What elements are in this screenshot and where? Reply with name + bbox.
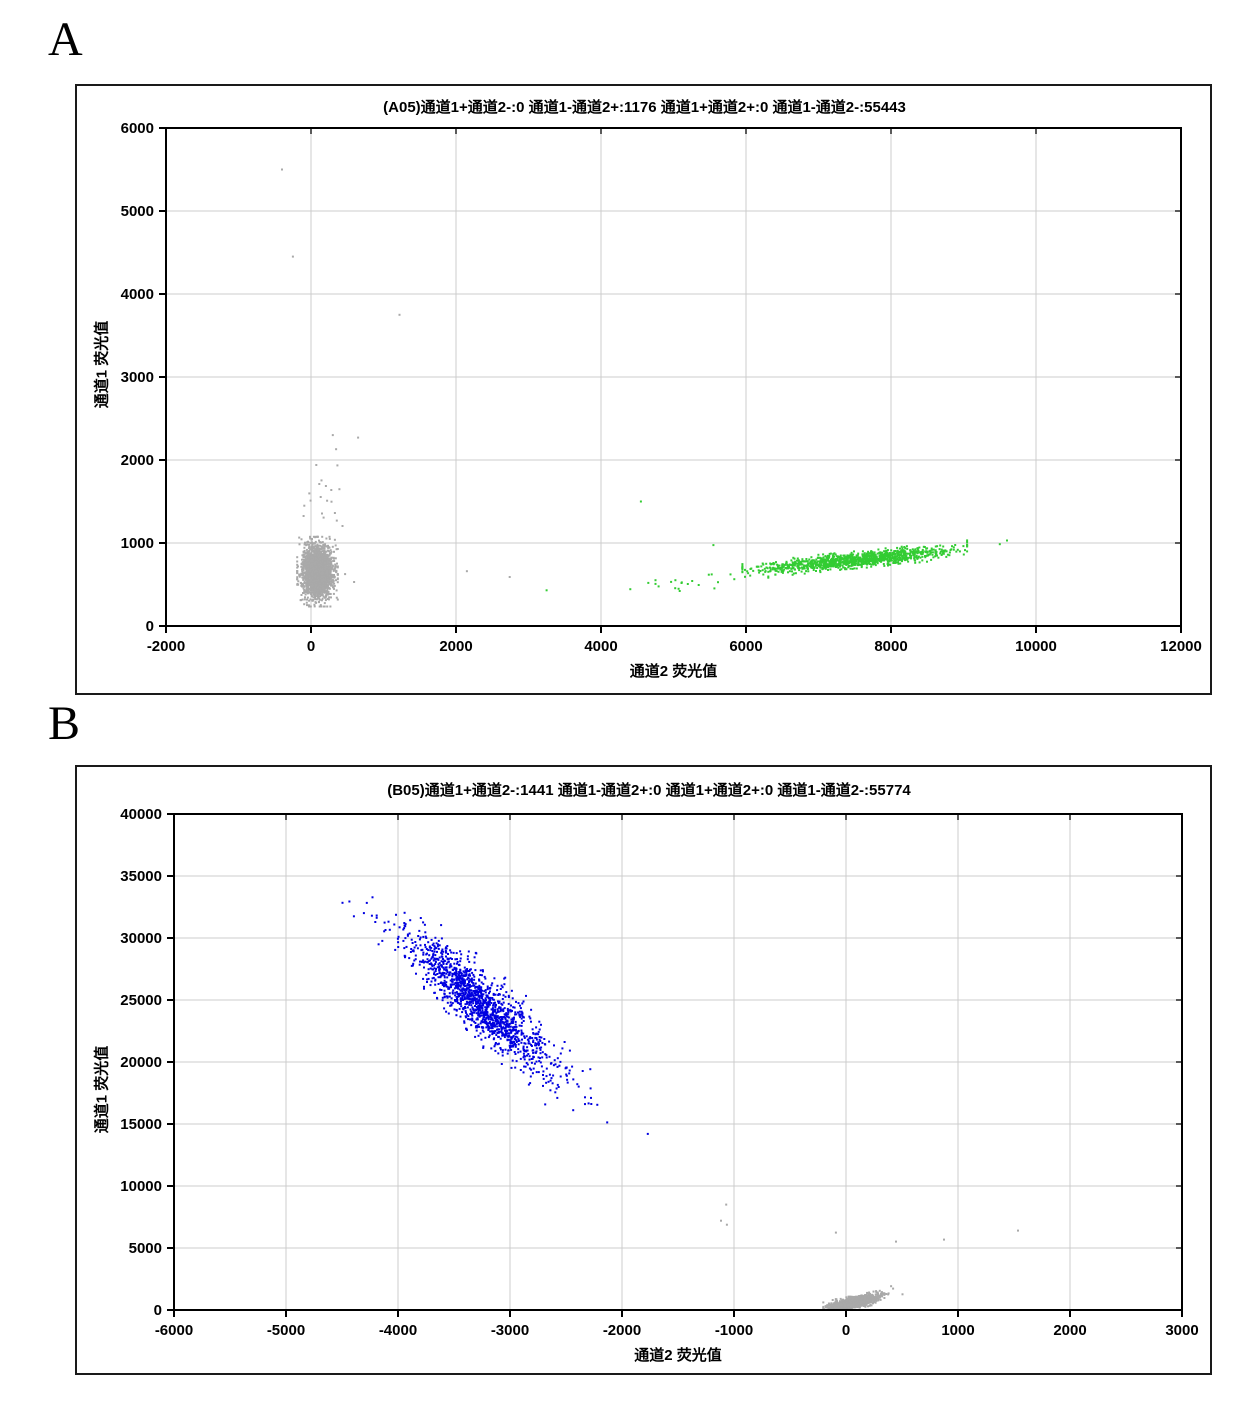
outlier-point xyxy=(291,255,294,258)
x-tick-label: -4000 xyxy=(379,1322,417,1339)
x-tick-label: 2000 xyxy=(439,638,472,655)
outlier-point xyxy=(1017,1229,1019,1232)
cluster-negative-droplets xyxy=(822,1290,886,1311)
outlier-point xyxy=(639,500,642,503)
scatter-plot-b: -6000 -5000 -4000 -3000 -2000 -1000 0 1000 2000 3… xyxy=(120,806,1198,1339)
outlier-point xyxy=(465,570,468,573)
outlier-point xyxy=(398,313,401,316)
gridlines xyxy=(174,814,1182,1310)
tick-labels: -2000 0 2000 4000 6000 8000 10000 12000 0 1000 200… xyxy=(121,120,1202,655)
x-tick-label: 0 xyxy=(842,1322,850,1339)
cluster-ch2-positive-left-tail xyxy=(629,570,770,592)
panel-label-a: A xyxy=(48,13,83,66)
x-tick-label: 6000 xyxy=(729,638,762,655)
cluster-negative-upper-tail xyxy=(860,1285,904,1304)
y-tick-label: 40000 xyxy=(120,806,162,823)
axis-ticks xyxy=(167,813,1183,1317)
cluster-negative-upper-tail xyxy=(302,448,344,551)
y-tick-label: 0 xyxy=(154,1302,162,1319)
x-axis-label-a: 通道2 荧光值 xyxy=(629,663,718,680)
y-tick-label: 0 xyxy=(146,618,154,635)
y-tick-label: 10000 xyxy=(120,1178,162,1195)
y-tick-label: 15000 xyxy=(120,1116,162,1133)
cluster-ch1-positive-lower-tail xyxy=(515,1031,609,1124)
scatter-panel-a: (A05)通道1+通道2-:0 通道1-通道2+:1176 通道1+通道2+:0… xyxy=(75,84,1212,695)
outlier-point xyxy=(998,543,1001,546)
scatter-points-layer xyxy=(341,896,1019,1311)
x-tick-label: 10000 xyxy=(1015,638,1057,655)
outlier-point xyxy=(834,1231,837,1234)
y-axis-label-a: 通道1 荧光值 xyxy=(93,320,111,409)
x-tick-label: 1000 xyxy=(941,1322,974,1339)
cluster-negative-droplets xyxy=(296,535,339,608)
y-tick-label: 20000 xyxy=(120,1054,162,1071)
x-tick-label: 8000 xyxy=(874,638,907,655)
y-tick-label: 35000 xyxy=(120,868,162,885)
outlier-point xyxy=(895,1240,897,1243)
scatter-points-layer xyxy=(281,168,1008,608)
cluster-ch2-positive-main xyxy=(741,539,969,577)
outlier-point xyxy=(725,1223,728,1226)
y-axis-label-b: 通道1 荧光值 xyxy=(93,1045,111,1134)
scatter-panel-b: (B05)通道1+通道2-:1441 通道1-通道2+:0 通道1+通道2+:0… xyxy=(75,765,1212,1375)
outlier-point xyxy=(725,1203,728,1206)
y-tick-label: 5000 xyxy=(121,203,154,220)
x-tick-label: -6000 xyxy=(155,1322,193,1339)
x-tick-label: 0 xyxy=(307,638,315,655)
outlier-point xyxy=(357,436,360,439)
outlier-point xyxy=(943,1238,945,1241)
outlier-point xyxy=(1006,539,1008,542)
cluster-ch1-positive-main xyxy=(375,911,586,1112)
x-tick-label: -2000 xyxy=(147,638,185,655)
outlier-point xyxy=(508,576,511,578)
gridlines xyxy=(166,128,1181,626)
outlier-point xyxy=(646,1132,649,1135)
panel-label-b: B xyxy=(48,697,81,750)
y-tick-label: 2000 xyxy=(121,452,154,469)
x-tick-label: -2000 xyxy=(603,1322,641,1339)
x-axis-label-b: 通道2 荧光值 xyxy=(634,1347,722,1364)
outlier-point xyxy=(344,573,347,576)
y-tick-label: 4000 xyxy=(121,286,154,303)
y-tick-label: 6000 xyxy=(121,120,154,137)
cluster-ch1-positive-upper-tail xyxy=(341,896,436,975)
outlier-point xyxy=(712,544,715,547)
scatter-plot-a: -2000 0 2000 4000 6000 8000 10000 12000 0 1000 200… xyxy=(121,120,1202,655)
outlier-point xyxy=(331,434,334,437)
x-tick-label: -3000 xyxy=(491,1322,529,1339)
y-tick-label: 1000 xyxy=(121,535,154,552)
outlier-point xyxy=(720,1219,722,1222)
x-tick-label: 12000 xyxy=(1160,638,1202,655)
y-tick-label: 25000 xyxy=(120,992,162,1009)
y-tick-label: 30000 xyxy=(120,930,162,947)
x-tick-label: 4000 xyxy=(584,638,617,655)
outlier-point xyxy=(328,537,331,540)
axis-ticks xyxy=(159,127,1182,633)
chart-title-a: (A05)通道1+通道2-:0 通道1-通道2+:1176 通道1+通道2+:0… xyxy=(383,99,906,116)
outlier-point xyxy=(335,569,338,572)
x-tick-label: 2000 xyxy=(1053,1322,1086,1339)
outlier-point xyxy=(281,168,283,171)
x-tick-label: -1000 xyxy=(715,1322,753,1339)
chart-title-b: (B05)通道1+通道2-:1441 通道1-通道2+:0 通道1+通道2+:0… xyxy=(387,782,911,799)
x-tick-label: 3000 xyxy=(1165,1322,1198,1339)
outlier-point xyxy=(353,581,356,583)
x-tick-label: -5000 xyxy=(267,1322,305,1339)
y-tick-label: 3000 xyxy=(121,369,154,386)
outlier-point xyxy=(545,589,548,592)
y-tick-label: 5000 xyxy=(129,1240,162,1257)
tick-labels: -6000 -5000 -4000 -3000 -2000 -1000 0 1000 2000 3… xyxy=(120,806,1198,1339)
